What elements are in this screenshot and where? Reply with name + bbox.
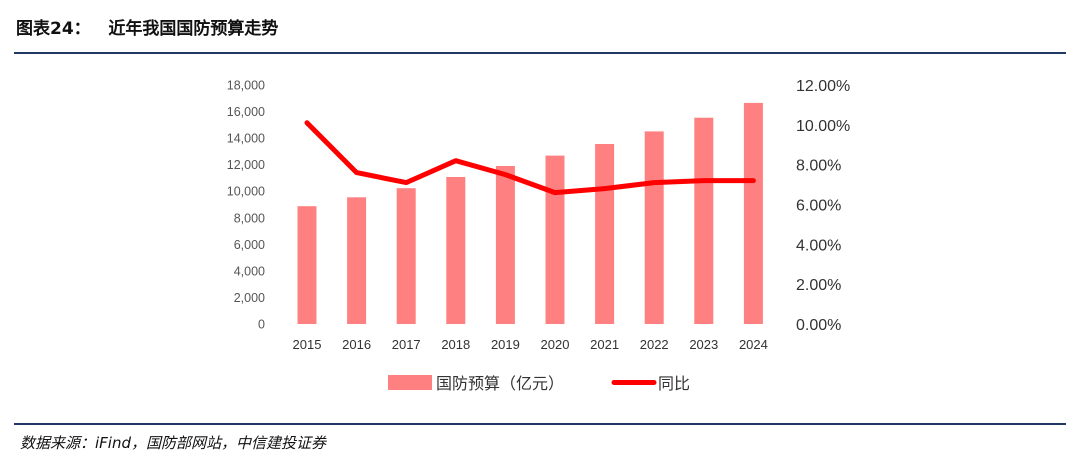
bar-series [297, 102, 763, 325]
legend-line-label: 同比 [658, 374, 690, 393]
x-tick-label: 2023 [689, 337, 718, 352]
x-axis: 2015 2016 2017 2018 2019 2020 2021 2022 2023 2024 [293, 337, 768, 352]
figure-title: 图表24： 近年我国国防预算走势 [16, 19, 279, 39]
x-tick-label: 2019 [491, 337, 520, 352]
left-tick-label: 4,000 [234, 264, 265, 278]
right-tick-label: 6.00% [796, 198, 841, 215]
left-tick-label: 10,000 [227, 185, 265, 199]
bar-2018 [446, 177, 466, 324]
right-tick-label: 12.00% [796, 78, 850, 95]
legend-bar-swatch [388, 375, 432, 390]
left-tick-label: 6,000 [234, 238, 265, 252]
x-tick-label: 2021 [590, 337, 619, 352]
x-tick-label: 2017 [392, 337, 421, 352]
bar-2015 [297, 206, 317, 324]
bottom-divider [14, 423, 1066, 425]
bar-2017 [396, 188, 416, 324]
bar-2021 [595, 144, 615, 324]
bar-2019 [495, 166, 515, 324]
bar-2023 [694, 117, 714, 324]
bar-2020 [545, 155, 565, 324]
left-tick-label: 16,000 [227, 105, 265, 119]
right-tick-label: 0.00% [796, 317, 841, 334]
bar-2016 [347, 197, 367, 324]
right-axis: 0.00% 2.00% 4.00% 6.00% 8.00% 10.00% 12.00% [796, 78, 850, 334]
x-tick-label: 2022 [640, 337, 669, 352]
left-axis: 0 2,000 4,000 6,000 8,000 10,000 12,000 14,000 1… [227, 79, 265, 332]
x-tick-label: 2020 [541, 337, 570, 352]
x-tick-label: 2016 [342, 337, 371, 352]
right-tick-label: 2.00% [796, 277, 841, 294]
right-tick-label: 8.00% [796, 158, 841, 175]
line-series [304, 120, 756, 196]
bar-2022 [644, 131, 664, 324]
left-tick-label: 12,000 [227, 158, 265, 172]
yoy-line [304, 120, 756, 196]
x-tick-label: 2015 [293, 337, 322, 352]
left-tick-label: 8,000 [234, 211, 265, 225]
source-note: 数据来源：iFind，国防部网站，中信建投证券 [20, 434, 326, 452]
x-tick-label: 2018 [441, 337, 470, 352]
left-tick-label: 14,000 [227, 132, 265, 146]
legend-bar-label: 国防预算（亿元） [436, 374, 564, 393]
right-tick-label: 10.00% [796, 118, 850, 135]
top-divider [14, 52, 1066, 54]
left-tick-label: 18,000 [227, 79, 265, 93]
right-tick-label: 4.00% [796, 237, 841, 254]
legend: 国防预算（亿元） 同比 [388, 374, 690, 393]
bar-2024 [743, 102, 763, 325]
left-tick-label: 2,000 [234, 291, 265, 305]
left-tick-label: 0 [258, 318, 265, 332]
budget-chart: 0 2,000 4,000 6,000 8,000 10,000 12,000 14,000 1… [227, 78, 851, 393]
x-tick-label: 2024 [739, 337, 768, 352]
